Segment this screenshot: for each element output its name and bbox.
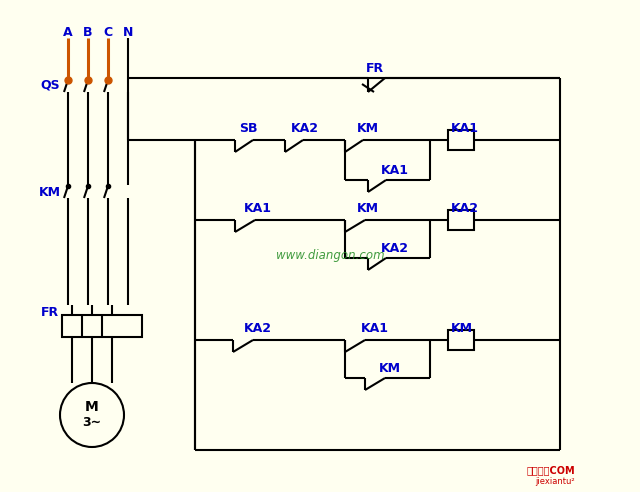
Text: KA1: KA1 bbox=[381, 163, 409, 177]
Text: KM: KM bbox=[357, 122, 379, 134]
Text: KA2: KA2 bbox=[451, 202, 479, 215]
Text: KA1: KA1 bbox=[451, 122, 479, 134]
Text: FR: FR bbox=[366, 62, 384, 74]
Text: FR: FR bbox=[41, 307, 59, 319]
Text: KA1: KA1 bbox=[361, 321, 389, 335]
Text: KA2: KA2 bbox=[291, 122, 319, 134]
Text: 接线图．COM: 接线图．COM bbox=[526, 465, 575, 475]
Bar bbox=[448, 330, 474, 350]
Text: www.diangon.com: www.diangon.com bbox=[276, 248, 384, 262]
Bar bbox=[448, 210, 474, 230]
Text: N: N bbox=[123, 26, 133, 38]
Text: jiexiantu²: jiexiantu² bbox=[536, 478, 575, 487]
Text: SB: SB bbox=[239, 122, 257, 134]
Text: KA2: KA2 bbox=[381, 242, 409, 254]
Text: KM: KM bbox=[379, 362, 401, 374]
Text: 3∼: 3∼ bbox=[83, 417, 102, 430]
Text: QS: QS bbox=[40, 79, 60, 92]
Text: B: B bbox=[83, 26, 93, 38]
Text: KA2: KA2 bbox=[244, 321, 272, 335]
Text: KM: KM bbox=[357, 202, 379, 215]
Bar bbox=[62, 315, 142, 337]
Text: KM: KM bbox=[39, 186, 61, 199]
Text: KM: KM bbox=[451, 321, 473, 335]
Text: A: A bbox=[63, 26, 73, 38]
Text: M: M bbox=[85, 400, 99, 414]
Text: C: C bbox=[104, 26, 113, 38]
Text: KA1: KA1 bbox=[244, 202, 272, 215]
Bar bbox=[448, 130, 474, 150]
